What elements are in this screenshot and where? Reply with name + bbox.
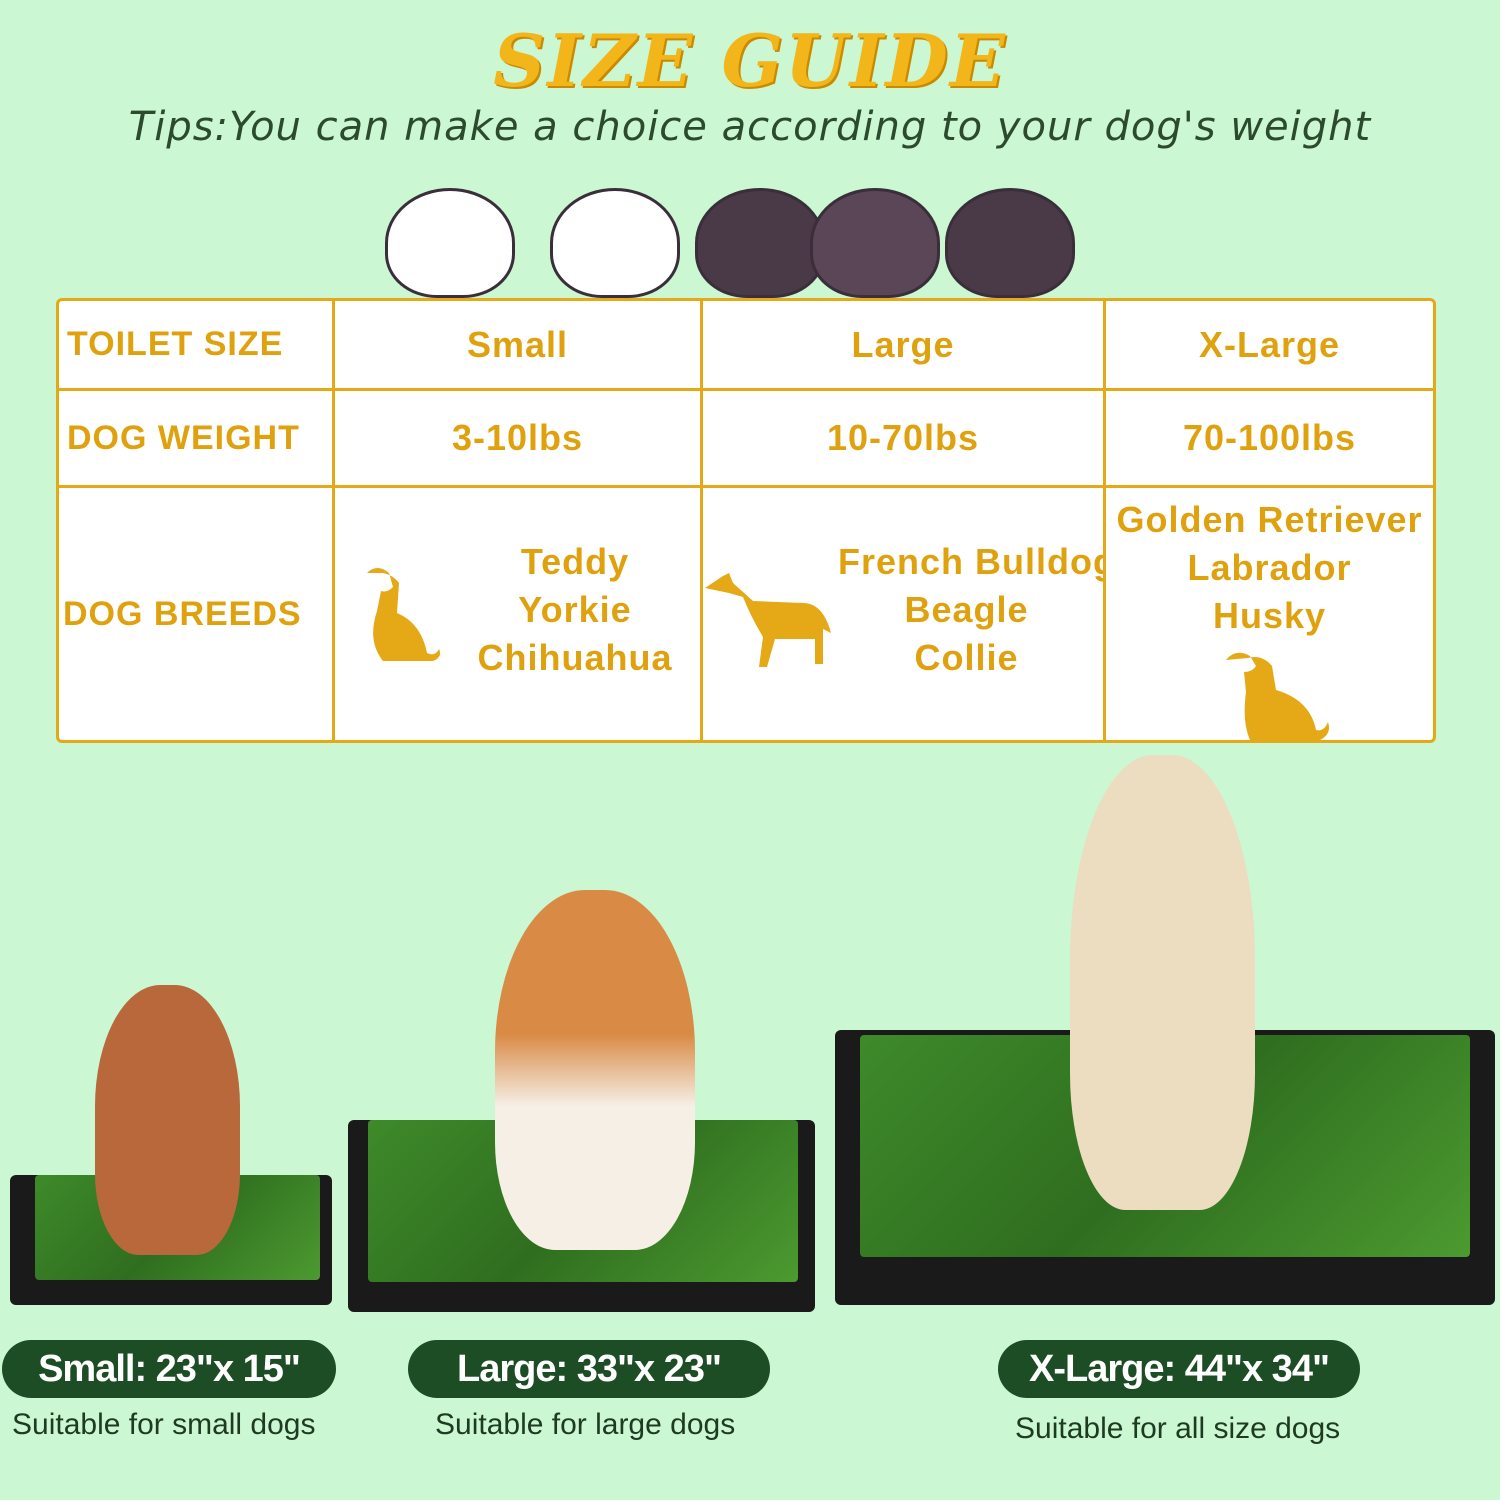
cartoon-dog-icon bbox=[385, 188, 515, 298]
xlarge-size-label: X-Large: 44"x 34" bbox=[998, 1340, 1360, 1398]
weight-xlarge: 70-100lbs bbox=[1106, 391, 1433, 488]
header-xlarge: X-Large bbox=[1106, 301, 1433, 391]
large-note: Suitable for large dogs bbox=[435, 1408, 736, 1441]
cartoon-dogs-illustration bbox=[385, 180, 1105, 298]
breed: Collie bbox=[914, 637, 1019, 678]
breed: French Bulldog bbox=[838, 541, 1106, 582]
page-title: SIZE GUIDE bbox=[493, 18, 1007, 103]
weight-small: 3-10lbs bbox=[335, 391, 703, 488]
breed: Beagle bbox=[904, 589, 1029, 630]
breed: Husky bbox=[1212, 595, 1327, 636]
cartoon-dog-icon bbox=[550, 188, 680, 298]
small-note: Suitable for small dogs bbox=[12, 1408, 316, 1441]
labrador-photo bbox=[1070, 755, 1255, 1210]
header-small: Small bbox=[335, 301, 703, 391]
breeds-large: French Bulldog Beagle Collie bbox=[703, 488, 1106, 740]
cartoon-dog-icon bbox=[695, 188, 825, 298]
breeds-xlarge: Golden Retriever Labrador Husky bbox=[1106, 488, 1433, 740]
breeds-small: Teddy Yorkie Chihuahua bbox=[335, 488, 703, 740]
poodle-photo bbox=[95, 985, 240, 1255]
small-size-label: Small: 23"x 15" bbox=[2, 1340, 336, 1398]
cartoon-dog-icon bbox=[810, 188, 940, 298]
corgi-photo bbox=[495, 890, 695, 1250]
sitting-dog-icon bbox=[367, 568, 441, 661]
row-label-dog-weight: DOG WEIGHT bbox=[59, 391, 335, 488]
tips-text: Tips:You can make a choice according to … bbox=[128, 104, 1372, 150]
weight-large: 10-70lbs bbox=[703, 391, 1106, 488]
breed: Labrador bbox=[1187, 547, 1352, 588]
xlarge-note: Suitable for all size dogs bbox=[1015, 1412, 1341, 1445]
row-label-toilet-size: TOILET SIZE bbox=[59, 301, 335, 391]
large-size-label: Large: 33"x 23" bbox=[408, 1340, 770, 1398]
header-large: Large bbox=[703, 301, 1106, 391]
standing-dog-icon bbox=[705, 573, 831, 667]
sitting-dog-icon bbox=[1226, 652, 1329, 740]
cartoon-dog-icon bbox=[945, 188, 1075, 298]
breed: Chihuahua bbox=[477, 637, 673, 678]
breed: Golden Retriever bbox=[1116, 499, 1423, 540]
size-table: TOILET SIZE Small Large X-Large DOG WEIG… bbox=[56, 298, 1436, 743]
row-label-dog-breeds: DOG BREEDS bbox=[59, 488, 335, 740]
breed: Yorkie bbox=[518, 589, 632, 630]
breed: Teddy bbox=[520, 541, 630, 582]
